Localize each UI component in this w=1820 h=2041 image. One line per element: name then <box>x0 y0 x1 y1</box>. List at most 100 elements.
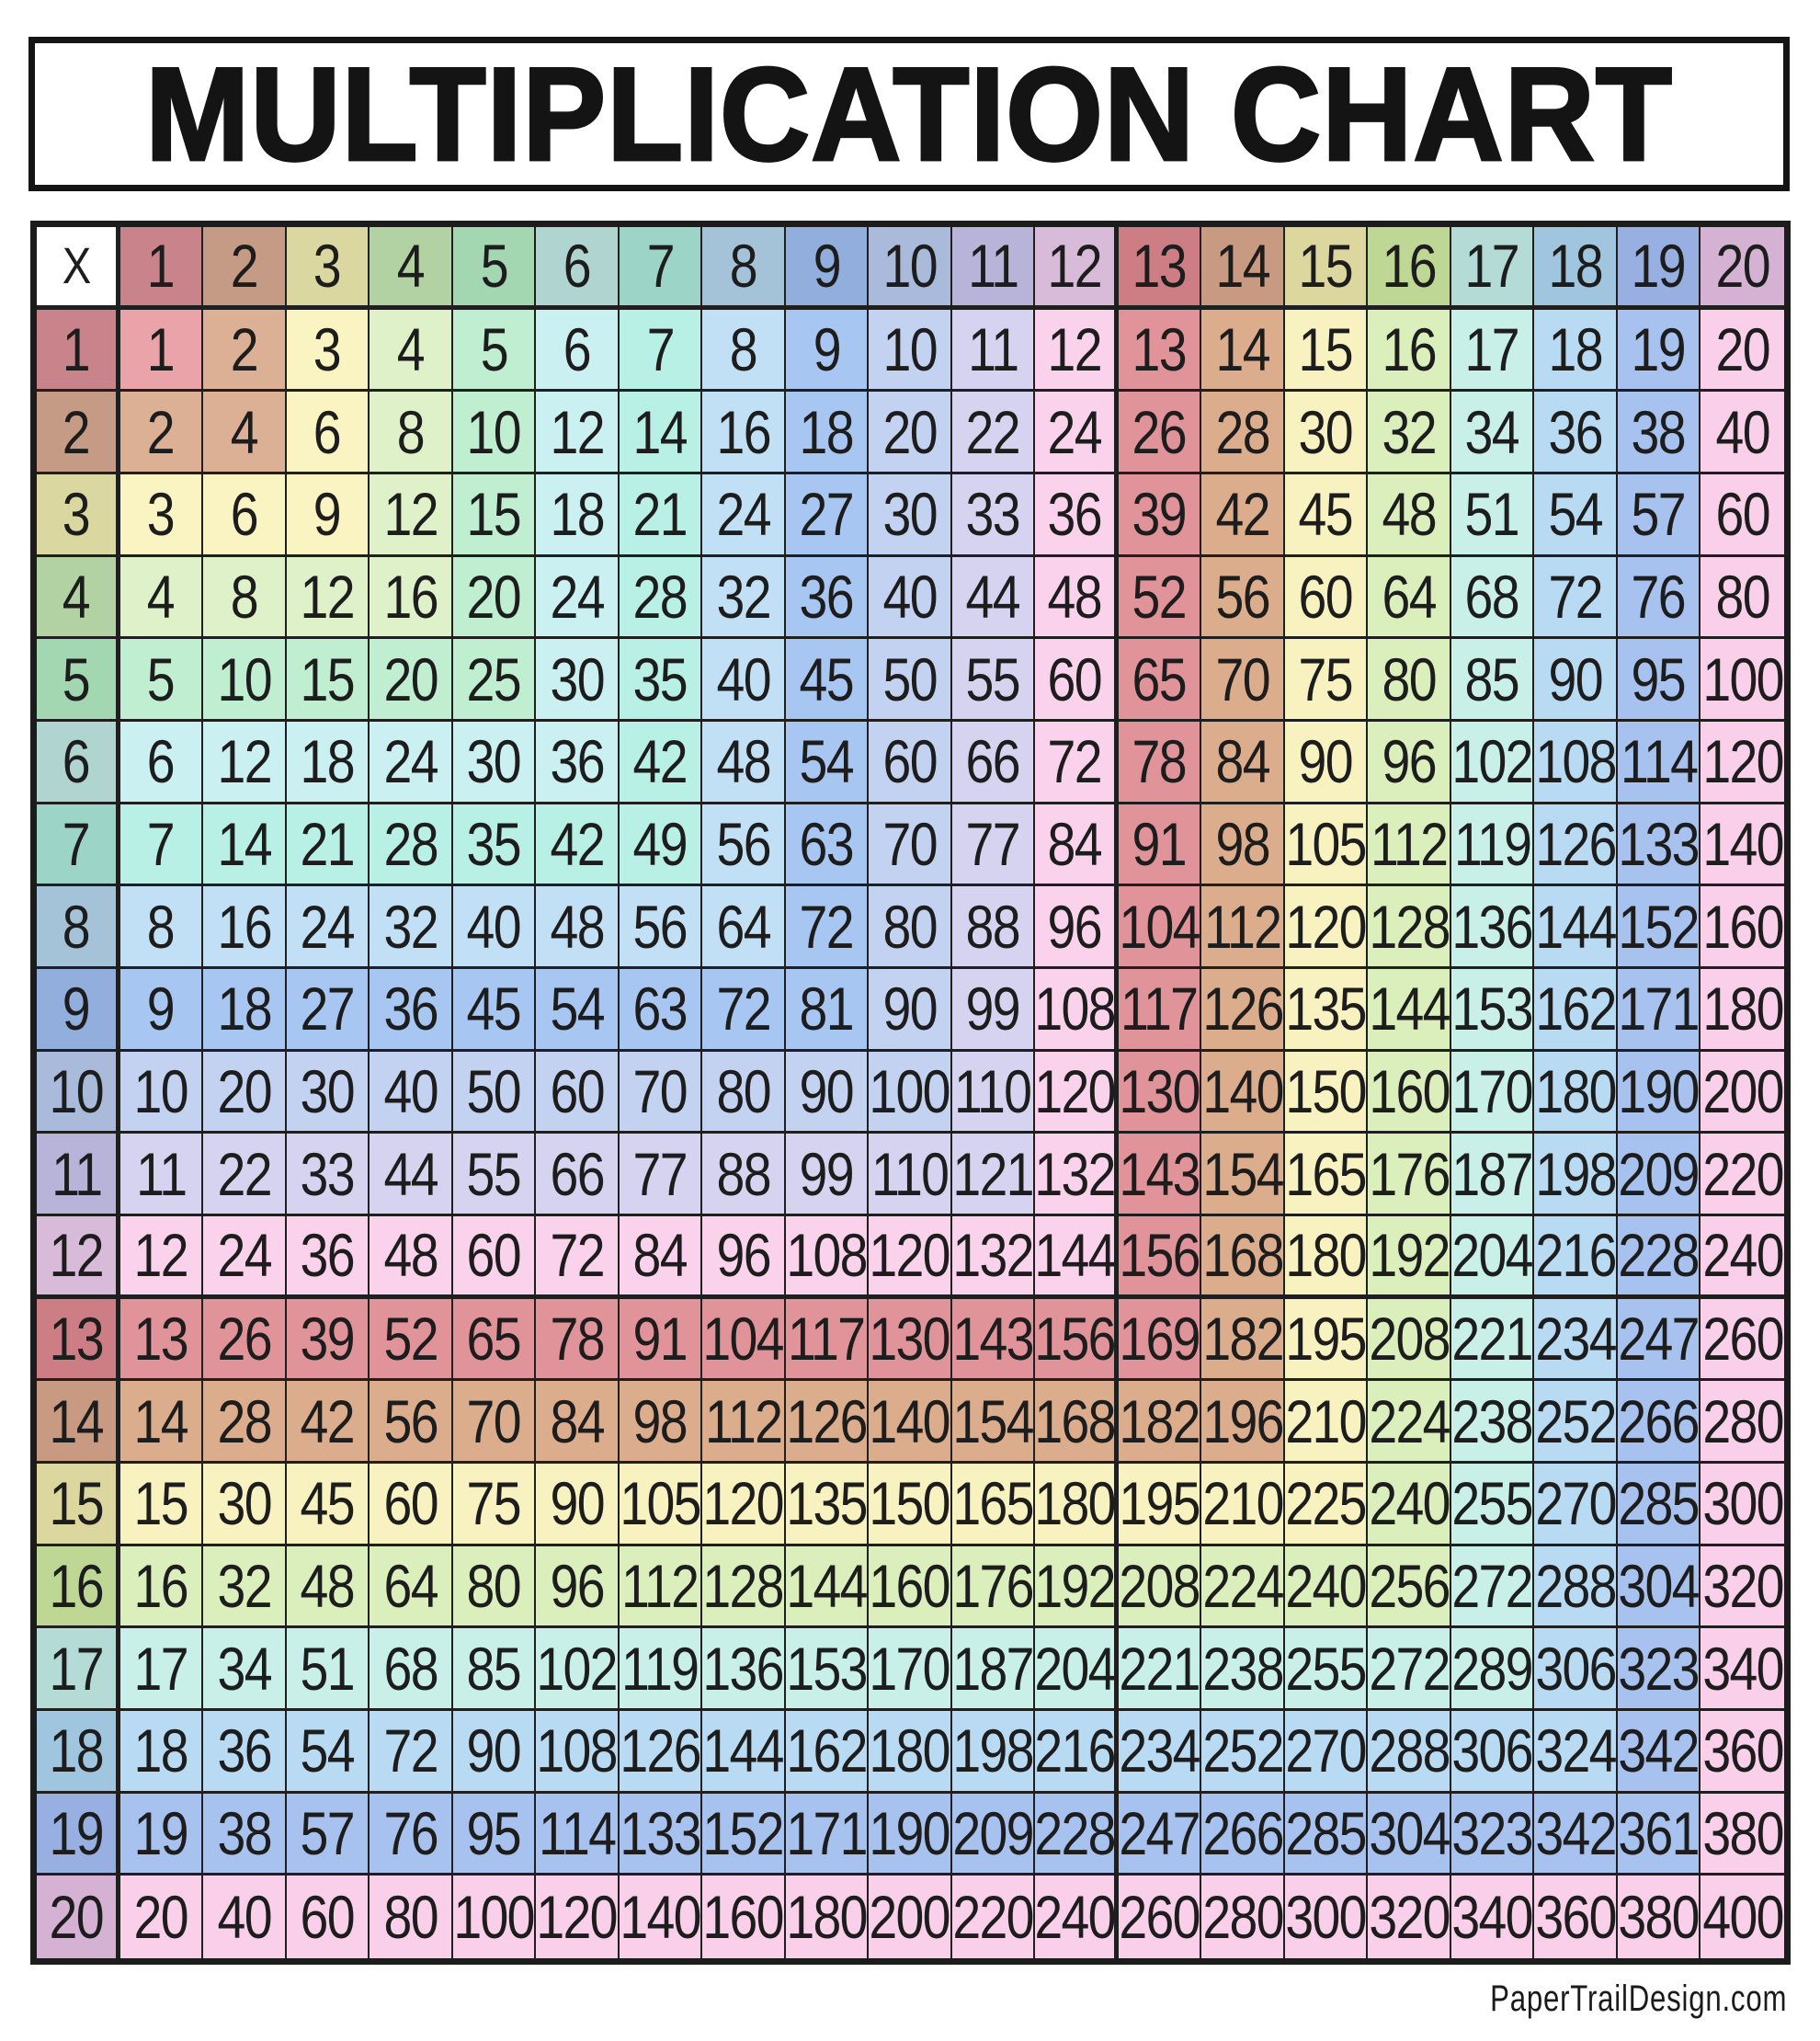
cell-value: 135 <box>1285 975 1366 1043</box>
product-cell: 18 <box>203 968 287 1052</box>
product-cell: 190 <box>869 1793 952 1876</box>
product-cell: 14 <box>619 392 703 474</box>
cell-value: 132 <box>952 1221 1033 1290</box>
cell-value: 252 <box>1534 1386 1616 1455</box>
product-cell: 24 <box>536 556 620 640</box>
product-cell: 60 <box>1284 556 1369 640</box>
column-header-cell: 5 <box>452 227 537 310</box>
cell-value: 110 <box>954 1056 1032 1125</box>
cell-value: 8 <box>729 314 758 383</box>
cell-value: 140 <box>1201 1056 1283 1125</box>
cell-value: 60 <box>550 1056 605 1125</box>
cell-value: 9 <box>147 975 176 1043</box>
product-cell: 57 <box>1617 473 1701 557</box>
cell-value: 154 <box>1201 1139 1283 1208</box>
row-header-cell: 9 <box>37 968 120 1052</box>
product-cell: 195 <box>1118 1463 1202 1546</box>
cell-value: 192 <box>1035 1551 1115 1620</box>
product-cell: 400 <box>1701 1876 1784 1958</box>
cell-value: 54 <box>300 1716 356 1785</box>
cell-value: 38 <box>217 1798 272 1867</box>
cell-value: 48 <box>383 1221 438 1290</box>
product-cell: 234 <box>1534 1298 1618 1382</box>
product-cell: 10 <box>119 1051 204 1135</box>
cell-value: 144 <box>1368 975 1450 1043</box>
cell-value: 72 <box>716 975 771 1043</box>
product-cell: 112 <box>1368 804 1451 887</box>
cell-value: 192 <box>1368 1221 1450 1290</box>
cell-value: 117 <box>788 1304 866 1373</box>
product-cell: 180 <box>1284 1215 1369 1299</box>
cell-value: 176 <box>1368 1139 1450 1208</box>
product-cell: 342 <box>1617 1710 1701 1794</box>
product-cell: 160 <box>869 1545 952 1629</box>
product-cell: 180 <box>1035 1463 1119 1546</box>
column-header-cell: 11 <box>951 227 1036 310</box>
cell-value: 12 <box>300 562 356 631</box>
cell-value: 55 <box>466 1139 522 1208</box>
product-cell: 187 <box>951 1628 1036 1711</box>
cell-value: 270 <box>1285 1716 1366 1785</box>
cell-value: 156 <box>1119 1221 1200 1290</box>
product-cell: 24 <box>203 1215 287 1299</box>
product-cell: 19 <box>1617 309 1701 393</box>
product-cell: 36 <box>286 1215 370 1299</box>
product-cell: 140 <box>1201 1051 1285 1135</box>
product-cell: 56 <box>370 1381 453 1464</box>
product-cell: 17 <box>119 1628 204 1711</box>
corner-cell: X <box>37 227 120 310</box>
column-header-cell: 2 <box>203 227 287 310</box>
cell-value: 52 <box>1132 562 1188 631</box>
cell-value: 40 <box>217 1883 272 1952</box>
product-cell: 143 <box>951 1298 1036 1382</box>
cell-value: 128 <box>1368 892 1450 961</box>
product-cell: 20 <box>370 639 453 722</box>
product-cell: 221 <box>1118 1628 1202 1711</box>
product-cell: 16 <box>119 1545 204 1629</box>
cell-value: 228 <box>1618 1221 1699 1290</box>
cell-value: 255 <box>1285 1634 1366 1703</box>
product-cell: 88 <box>702 1134 786 1216</box>
product-cell: 120 <box>702 1463 786 1546</box>
cell-value: 204 <box>1451 1221 1532 1290</box>
product-cell: 304 <box>1617 1545 1701 1629</box>
product-cell: 14 <box>1201 309 1285 393</box>
product-cell: 72 <box>1534 556 1618 640</box>
product-cell: 76 <box>370 1793 453 1876</box>
column-header-cell: 6 <box>536 227 620 310</box>
cell-value: 25 <box>466 644 522 713</box>
cell-value: 6 <box>563 232 592 301</box>
cell-value: 24 <box>1047 397 1103 466</box>
product-cell: 120 <box>536 1876 620 1958</box>
product-cell: 196 <box>1201 1381 1285 1464</box>
product-cell: 170 <box>1450 1051 1535 1135</box>
cell-value: 11 <box>967 314 1019 383</box>
cell-value: 96 <box>1047 892 1103 961</box>
cell-value: 70 <box>466 1386 522 1455</box>
cell-value: 195 <box>1285 1304 1366 1373</box>
cell-value: 95 <box>1632 644 1687 713</box>
product-cell: 10 <box>452 392 537 474</box>
product-cell: 228 <box>1035 1793 1119 1876</box>
product-cell: 27 <box>286 968 370 1052</box>
product-cell: 20 <box>452 556 537 640</box>
cell-value: 323 <box>1618 1634 1699 1703</box>
product-cell: 240 <box>1284 1545 1369 1629</box>
product-cell: 65 <box>1118 639 1202 722</box>
cell-value: 220 <box>1702 1139 1784 1208</box>
row-header-cell: 4 <box>37 556 120 640</box>
product-cell: 180 <box>869 1710 952 1794</box>
product-cell: 12 <box>370 473 453 557</box>
cell-value: 88 <box>716 1139 771 1208</box>
cell-value: 266 <box>1201 1798 1283 1867</box>
cell-value: 75 <box>466 1469 522 1538</box>
row-header-cell: 16 <box>37 1545 120 1629</box>
product-cell: 272 <box>1450 1545 1535 1629</box>
product-cell: 90 <box>1284 721 1369 804</box>
cell-value: 3 <box>147 480 176 549</box>
product-cell: 48 <box>1035 556 1119 640</box>
product-cell: 360 <box>1534 1876 1618 1958</box>
cell-value: 340 <box>1451 1883 1532 1952</box>
column-header-cell: 12 <box>1035 227 1119 310</box>
cell-value: 3 <box>63 480 91 549</box>
